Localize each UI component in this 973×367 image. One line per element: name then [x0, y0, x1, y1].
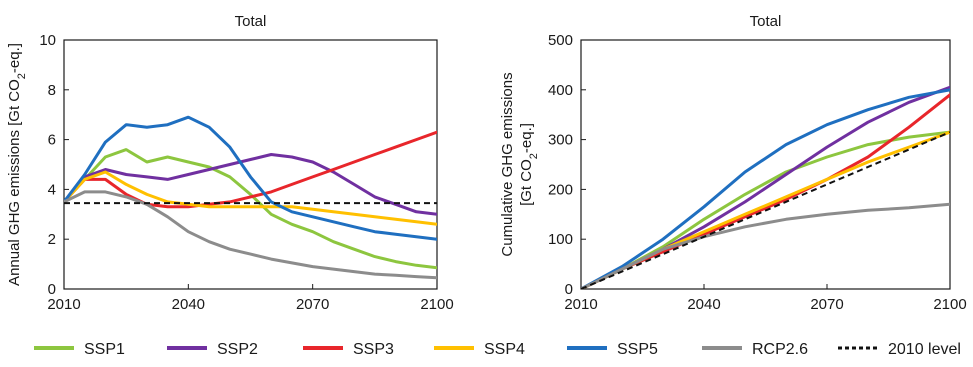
x-tick-label: 2040	[687, 296, 720, 313]
x-tick-label: 2100	[420, 296, 453, 313]
y-axis-label-subscript: 2	[528, 153, 540, 159]
y-tick-label: 6	[48, 132, 56, 149]
series-line-ssp4	[64, 170, 437, 226]
y-axis-label-part: -eq.]	[518, 123, 535, 153]
y-tick-label: 10	[39, 32, 56, 49]
legend: SSP1 SSP2 SSP3 SSP4 SSP5 RCP2.6 2010 level	[34, 341, 961, 358]
y-tick-label: 300	[548, 132, 573, 149]
x-tick-label: 2040	[172, 296, 205, 313]
legend-label: 2010 level	[888, 341, 961, 358]
x-tick-label: 2100	[933, 296, 966, 313]
plot-frame	[63, 39, 438, 290]
y-tick-label: 200	[548, 181, 573, 198]
series-line-ssp1	[64, 148, 437, 270]
y-axis-label-part: Annual GHG emissions [Gt CO	[6, 79, 23, 286]
y-tick-label: 100	[548, 231, 573, 248]
series-line-ssp2	[64, 153, 437, 216]
y-tick-label: 400	[548, 82, 573, 99]
chart-title: Total	[750, 13, 782, 30]
y-tick-label: 500	[548, 32, 573, 49]
annual-emissions-chart: Total 2010 2040 2070 2100 0 2 4 6 8 10 Annual GHG e…	[6, 13, 454, 313]
y-axis-label-part: [Gt CO	[518, 159, 535, 206]
y-tick-label: 0	[48, 281, 56, 298]
y-axis-label-line1: Cumulative GHG emissions	[499, 72, 516, 256]
y-axis-label: Annual GHG emissions [Gt CO2-eq.]	[6, 43, 28, 286]
series-line-2010-level	[581, 131, 950, 289]
cumulative-emissions-chart: Total 2010 2040 2070 2100 0 100 200 300 400 500 Cum…	[499, 13, 967, 313]
legend-label: SSP4	[484, 341, 525, 358]
x-tick-label: 2070	[810, 296, 843, 313]
legend-label: SSP5	[617, 341, 658, 358]
x-tick-label: 2070	[296, 296, 329, 313]
series-line-ssp5	[581, 88, 950, 289]
legend-label: SSP1	[84, 341, 125, 358]
x-tick-label: 2010	[47, 296, 80, 313]
legend-label: RCP2.6	[752, 341, 808, 358]
y-axis-label-subscript: 2	[16, 73, 28, 79]
y-tick-label: 2	[48, 231, 56, 248]
y-tick-label: 0	[565, 281, 573, 298]
series-line-rcp2-6	[581, 202, 950, 289]
x-tick-label: 2010	[564, 296, 597, 313]
series-line-ssp5	[64, 115, 437, 241]
plot-frame	[580, 39, 951, 290]
y-axis-label-line2: [Gt CO2-eq.]	[518, 123, 540, 206]
series-line-ssp3	[64, 130, 437, 209]
chart-title: Total	[235, 13, 267, 30]
y-axis-label-part: -eq.]	[6, 43, 23, 73]
y-tick-label: 4	[48, 181, 56, 198]
legend-label: SSP3	[353, 341, 394, 358]
legend-label: SSP2	[217, 341, 258, 358]
y-tick-label: 8	[48, 82, 56, 99]
series-line-rcp2-6	[64, 190, 437, 280]
